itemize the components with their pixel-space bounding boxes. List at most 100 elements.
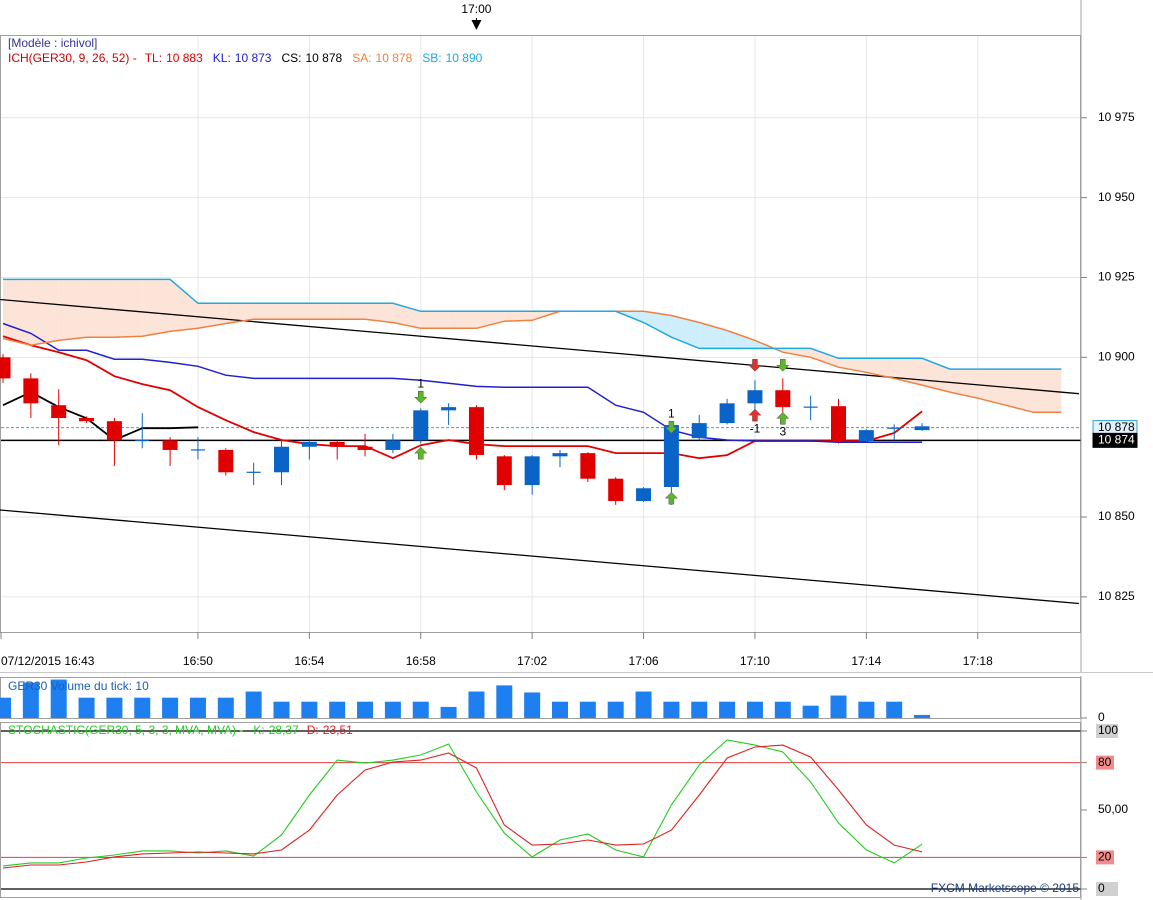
- volume-bar: [886, 701, 903, 718]
- price-label-box: [1092, 432, 1138, 448]
- stochastic-line: [2, 744, 923, 869]
- y-tick-box: [1096, 755, 1114, 770]
- y-tick-label: 100: [1098, 723, 1118, 737]
- legend-entry: K: 28,37: [253, 723, 299, 737]
- volume-bar: [496, 685, 513, 718]
- cloud: [643, 311, 672, 338]
- volume-bar: [663, 701, 680, 718]
- x-tick-label: 17:18: [963, 654, 993, 668]
- candle-body: [468, 407, 484, 456]
- cloud: [197, 303, 226, 329]
- y-tick-label: 10 975: [1098, 110, 1135, 124]
- candle-body: [608, 478, 624, 502]
- cloud: [142, 279, 171, 337]
- candle-body: [51, 405, 67, 419]
- time-marker-label: 17:00: [461, 2, 491, 16]
- volume-bar: [217, 697, 234, 718]
- legend-name: K:: [253, 723, 264, 737]
- cloud: [476, 311, 505, 329]
- y-tick-box: [1096, 850, 1114, 865]
- x-tick-label: 16:50: [183, 654, 213, 668]
- cloud: [448, 311, 477, 329]
- indicator-line: [2, 310, 1062, 414]
- y-tick-label: 20: [1098, 850, 1112, 864]
- volume-bar: [746, 701, 763, 718]
- cloud: [58, 279, 87, 341]
- cloud: [671, 315, 700, 349]
- candle-body: [0, 357, 11, 379]
- candle-body: [552, 453, 568, 457]
- legend-entry: KL: 10 873: [213, 51, 272, 65]
- legend-name: CS:: [281, 51, 301, 65]
- signal-arrow: [414, 446, 428, 460]
- volume-bar: [384, 701, 401, 718]
- time-marker: [471, 20, 482, 30]
- candle-body: [329, 441, 345, 447]
- signal-arrow: [664, 421, 679, 434]
- volume-bar: [830, 695, 847, 718]
- volume-bar: [719, 701, 736, 718]
- candle-body: [441, 407, 457, 411]
- candle-body: [719, 403, 735, 424]
- volume-bar: [607, 701, 624, 718]
- cloud: [170, 279, 198, 332]
- cloud: [3, 279, 31, 346]
- candle-body: [775, 390, 791, 408]
- cloud: [225, 303, 254, 324]
- volume-bar: [858, 701, 875, 718]
- candle-body: [831, 406, 846, 441]
- cloud: [810, 348, 839, 368]
- candle-body: [858, 430, 874, 441]
- cloud: [420, 311, 449, 329]
- legend-entry: SB: 10 890: [422, 51, 482, 65]
- volume-bar: [914, 714, 931, 718]
- volume-bar: [78, 697, 95, 718]
- legend-entry: D: 23,51: [307, 723, 353, 737]
- legend-name: SB:: [422, 51, 441, 65]
- volume-bar: [0, 697, 11, 718]
- x-tick-label: 17:02: [517, 654, 547, 668]
- signal-arrow: [776, 359, 790, 372]
- y-tick-label: 10 825: [1098, 589, 1135, 603]
- volume-bar: [691, 701, 708, 718]
- price-label: 10 878: [1098, 420, 1135, 434]
- candle-body: [580, 453, 596, 479]
- cloud: [504, 311, 533, 322]
- trendline: [0, 509, 1080, 605]
- legend-name: TL:: [145, 51, 162, 65]
- candle-body: [23, 378, 39, 404]
- price-label: 10 874: [1098, 433, 1135, 447]
- volume-bar: [635, 691, 652, 718]
- cloud: [727, 330, 755, 349]
- volume-bar: [301, 701, 318, 718]
- y-tick-label: 0: [1098, 881, 1105, 895]
- y-tick-box: [1096, 882, 1118, 896]
- cloud: [114, 279, 143, 338]
- candle-body: [691, 423, 707, 439]
- volume-bar: [50, 679, 67, 718]
- candle-body: [274, 446, 289, 473]
- legend-name: SA:: [352, 51, 371, 65]
- volume-bar: [412, 701, 429, 718]
- legend-value: 10 878: [306, 51, 343, 65]
- volume-bar: [802, 705, 819, 718]
- legend-name: KL:: [213, 51, 231, 65]
- volume-bar: [106, 697, 123, 718]
- candle-body: [357, 446, 373, 450]
- cloud: [337, 303, 366, 320]
- signal-arrow: [748, 408, 762, 422]
- legend-value: 28,37: [269, 723, 299, 737]
- y-tick-label: 10 950: [1098, 190, 1135, 204]
- y-tick-label: 10 850: [1098, 509, 1135, 523]
- x-tick-label: 17:10: [740, 654, 770, 668]
- y-tick-box: [1096, 724, 1118, 738]
- volume-bar: [189, 697, 206, 718]
- candle-body: [301, 441, 317, 447]
- candle-body: [914, 426, 930, 431]
- volume-bar: [329, 701, 346, 718]
- volume-bar: [774, 701, 791, 718]
- legend-entry: TL: 10 883: [145, 51, 203, 65]
- cloud: [30, 279, 59, 346]
